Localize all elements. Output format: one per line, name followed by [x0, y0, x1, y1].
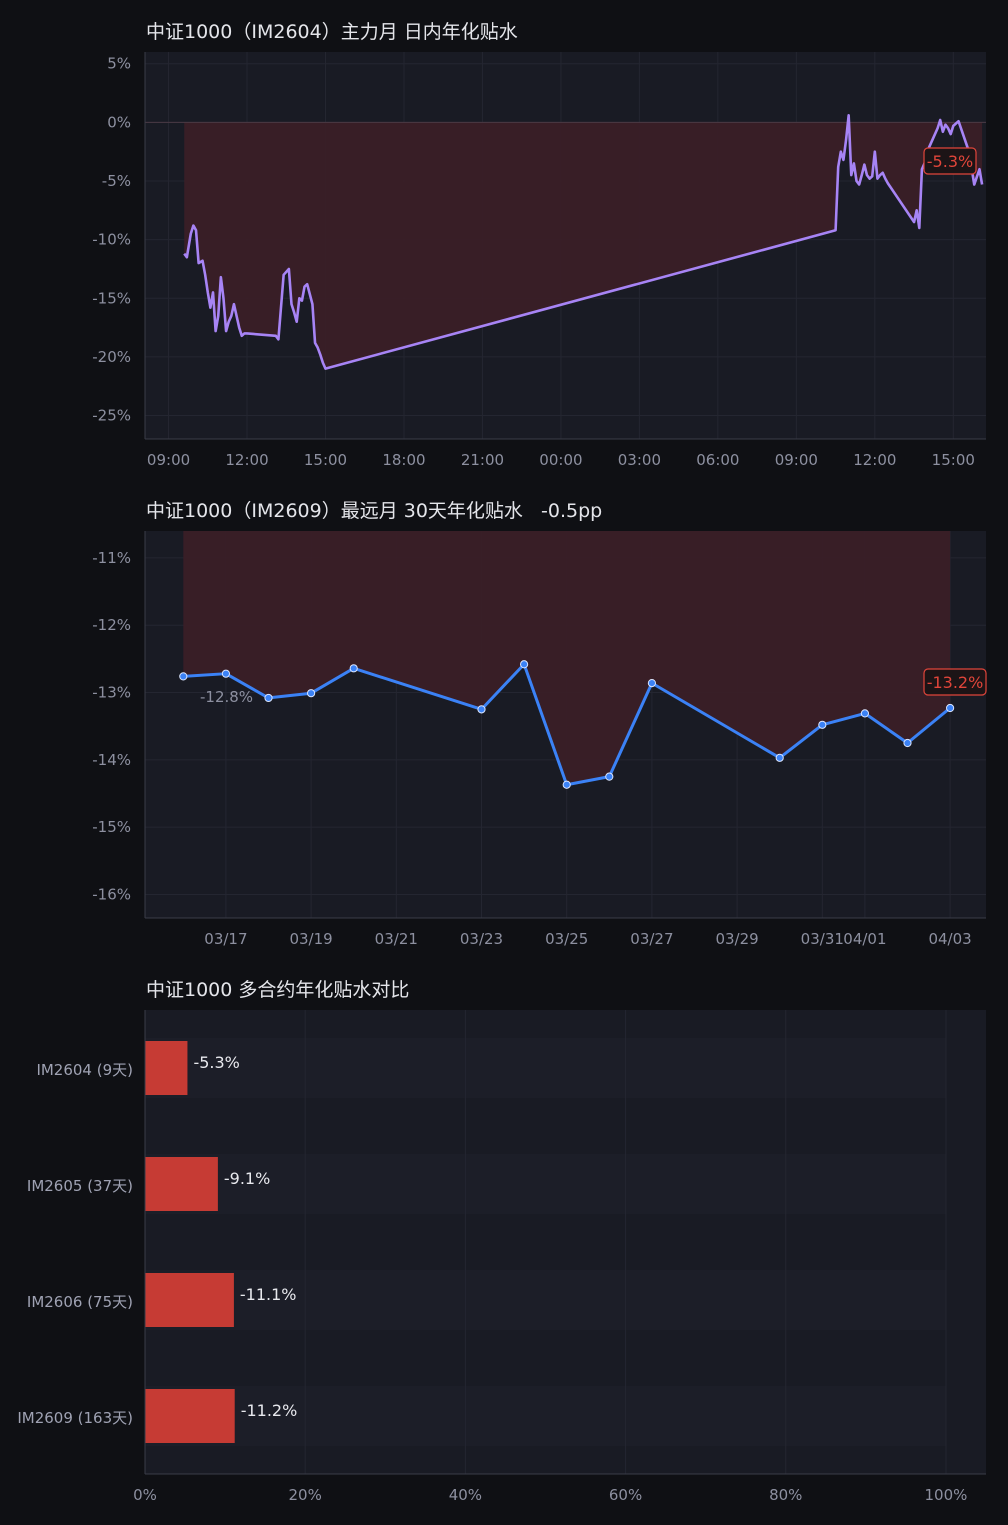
- y-tick-label: -13%: [92, 684, 131, 702]
- intraday-chart-title: 中证1000（IM2604）主力月 日内年化贴水: [146, 21, 518, 43]
- y-tick-label: -10%: [92, 231, 131, 249]
- y-tick-label: -20%: [92, 348, 131, 366]
- intraday-discount-line: [183, 114, 984, 370]
- data-point: [221, 669, 230, 678]
- data-point: [520, 660, 529, 669]
- y-tick-label: -16%: [92, 885, 131, 903]
- data-point: [946, 703, 955, 713]
- x-tick-label: 00:00: [539, 451, 582, 469]
- bar-value-label: -11.2%: [241, 1401, 298, 1420]
- x-tick-label: 60%: [609, 1486, 642, 1504]
- bar-track: [145, 1038, 946, 1098]
- y-tick-label: -14%: [92, 751, 131, 769]
- x-tick-label: 15:00: [932, 451, 975, 469]
- x-tick-label: 04/03: [928, 930, 971, 948]
- x-tick-label: 03/29: [715, 930, 758, 948]
- latest-value-badge: [923, 668, 987, 696]
- x-tick-label: 12:00: [853, 451, 896, 469]
- x-tick-label: 03/19: [289, 930, 332, 948]
- bar-value-label: -11.1%: [240, 1285, 297, 1304]
- bar-value-label: -5.3%: [193, 1053, 239, 1072]
- bar-track: [145, 1270, 946, 1330]
- category-label: IM2604 (9天): [36, 1061, 133, 1079]
- bar: [145, 1389, 235, 1443]
- y-tick-label: -12%: [92, 616, 131, 634]
- data-point: [818, 720, 827, 729]
- discount-area: [184, 115, 983, 369]
- bar-value-label: -9.1%: [224, 1169, 270, 1188]
- bar-track: [145, 1154, 946, 1214]
- bar: [145, 1041, 188, 1095]
- far-month-chart: -11% -12% -13% -14% -15% -16% 03/17 03/19 03/21 0…: [92, 531, 987, 948]
- y-tick-label: -15%: [92, 818, 131, 836]
- data-point: [775, 753, 784, 762]
- x-tick-label: 06:00: [696, 451, 739, 469]
- far-month-chart-title: 中证1000（IM2609）最远月 30天年化贴水 -0.5pp: [146, 500, 603, 522]
- data-point: [647, 679, 657, 688]
- latest-value-label: -5.3%: [927, 152, 973, 171]
- latest-value-badge: [923, 147, 977, 175]
- contracts-chart-title: 中证1000 多合约年化贴水对比: [146, 979, 410, 1001]
- first-point-label: -12.8%: [200, 688, 253, 706]
- x-tick-label: 20%: [289, 1486, 322, 1504]
- y-tick-label: -15%: [92, 289, 131, 307]
- x-tick-label: 0%: [133, 1486, 157, 1504]
- latest-value-label: -13.2%: [927, 673, 984, 692]
- data-point: [562, 780, 571, 789]
- data-point: [605, 772, 614, 781]
- x-tick-label: 03:00: [618, 451, 661, 469]
- x-tick-label: 03/25: [545, 930, 588, 948]
- data-point: [307, 689, 316, 698]
- x-tick-label: 80%: [769, 1486, 802, 1504]
- category-label: IM2609 (163天): [17, 1409, 133, 1427]
- x-tick-label: 03/31: [801, 930, 844, 948]
- x-tick-label: 100%: [925, 1486, 968, 1504]
- y-tick-label: 0%: [107, 113, 131, 131]
- y-tick-label: -5%: [102, 172, 131, 190]
- x-tick-label: 21:00: [461, 451, 504, 469]
- x-tick-label: 09:00: [147, 451, 190, 469]
- y-tick-label: 5%: [107, 55, 131, 73]
- x-tick-label: 12:00: [225, 451, 268, 469]
- data-point: [903, 738, 912, 748]
- y-tick-label: -11%: [92, 549, 131, 567]
- x-tick-label: 18:00: [382, 451, 425, 469]
- x-tick-label: 40%: [449, 1486, 482, 1504]
- x-tick-label: 04/01: [843, 930, 886, 948]
- category-label: IM2605 (37天): [27, 1177, 133, 1195]
- data-point: [179, 672, 188, 681]
- bar: [145, 1157, 218, 1211]
- data-point: [860, 709, 870, 718]
- data-point: [349, 664, 358, 673]
- y-tick-label: -25%: [92, 407, 131, 425]
- intraday-chart: 5% 0% -5% -10% -15% -20% -25% 09:00 12:00 15:00 18…: [92, 52, 986, 469]
- bar: [145, 1273, 234, 1327]
- x-tick-label: 09:00: [775, 451, 818, 469]
- category-label: IM2606 (75天): [27, 1293, 133, 1311]
- x-tick-label: 03/23: [460, 930, 503, 948]
- x-tick-label: 15:00: [304, 451, 347, 469]
- bar-track: [145, 1386, 946, 1446]
- x-tick-label: 03/17: [204, 930, 247, 948]
- x-tick-label: 03/21: [375, 930, 418, 948]
- data-point: [477, 705, 486, 714]
- x-tick-label: 03/27: [630, 930, 673, 948]
- discount-area: [183, 531, 951, 785]
- data-point: [264, 693, 273, 703]
